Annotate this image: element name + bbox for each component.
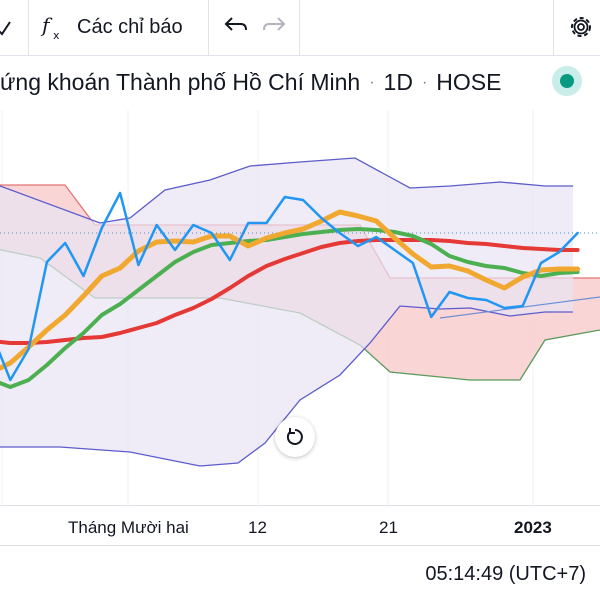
series-line: [0, 191, 579, 382]
series-line: [0, 209, 581, 371]
price-chart[interactable]: [0, 110, 600, 505]
time-axis-label: Tháng Mười hai: [68, 518, 189, 537]
bottom-status-bar: 05:14:49 (UTC+7): [0, 545, 600, 600]
redo-icon[interactable]: [260, 12, 290, 42]
toolbar-separator: [553, 0, 554, 56]
reset-icon: [286, 428, 303, 445]
function-icon[interactable]: f x: [40, 12, 66, 42]
svg-text:x: x: [53, 29, 60, 42]
clock-display[interactable]: 05:14:49 (UTC+7): [425, 563, 586, 586]
symbol-title[interactable]: ứng khoán Thành phố Hồ Chí Minh · 1D · HOSE: [0, 62, 540, 102]
indicators-button[interactable]: Các chỉ báo: [77, 16, 183, 38]
reset-chart-button[interactable]: [275, 417, 315, 457]
exchange-full-name: ứng khoán Thành phố Hồ Chí Minh: [0, 69, 361, 95]
band-lower-line: [0, 305, 573, 467]
market-status-dot: [560, 74, 574, 88]
exchange-label: HOSE: [436, 69, 502, 95]
time-axis[interactable]: Tháng Mười hai 12 21 2023: [0, 505, 600, 545]
bands-fill: [0, 158, 573, 466]
gear-icon[interactable]: [566, 12, 596, 42]
toolbar-separator: [299, 0, 300, 56]
undo-icon[interactable]: [220, 12, 250, 42]
chevron-icon[interactable]: [0, 12, 20, 42]
series-line: [0, 238, 580, 345]
time-axis-label: 12: [248, 518, 267, 537]
chart-toolbar: f x Các chỉ báo: [0, 0, 600, 56]
clock-time: 05:14:49: [425, 563, 504, 585]
band-upper-line: [0, 157, 573, 224]
interval-label: 1D: [383, 69, 413, 95]
toolbar-separator: [208, 0, 209, 56]
series-line: [0, 227, 580, 389]
time-axis-label: 2023: [514, 518, 552, 537]
svg-text:f: f: [40, 13, 53, 37]
market-status-indicator[interactable]: [552, 66, 582, 96]
separator-dot: ·: [421, 74, 428, 91]
toolbar-separator: [28, 0, 29, 56]
separator-dot: ·: [369, 74, 375, 91]
time-axis-label: 21: [379, 518, 398, 537]
clock-timezone: (UTC+7): [508, 563, 586, 585]
